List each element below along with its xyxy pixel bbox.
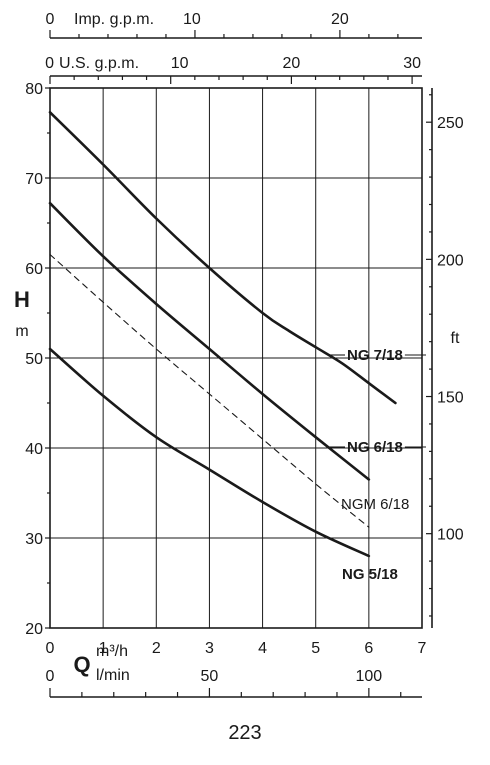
us-gpm-scale: U.S. g.p.m. 0 10 20 30 <box>45 55 422 84</box>
y-tick-label: 70 <box>25 171 43 188</box>
ft-tick-label: 100 <box>437 527 464 544</box>
us-gpm-tick-label: 10 <box>171 55 189 72</box>
y-axis-symbol: H <box>14 287 30 312</box>
y-right-axis-unit: ft <box>451 330 460 347</box>
chart-grid <box>50 88 422 628</box>
us-gpm-tick-label: 30 <box>403 55 421 72</box>
y-tick-label: 20 <box>25 621 43 638</box>
series-label-ngm-6-18: NGM 6/18 <box>341 496 409 513</box>
y-axis-unit: m <box>15 323 28 340</box>
imp-gpm-tick-label: 20 <box>331 11 349 28</box>
x-axis-unit-lmin: l/min <box>96 667 130 684</box>
imp-gpm-tick-label: 0 <box>46 11 55 28</box>
left-axis-ticks: 20 30 40 50 60 70 80 <box>25 81 50 638</box>
series-line-ngm-6-18 <box>49 253 370 528</box>
series-label-ng-6-18: NG 6/18 <box>347 439 403 456</box>
x-axis-symbol: Q <box>73 652 90 677</box>
x-axis-unit-m3h: m³/h <box>96 643 128 660</box>
y-tick-label: 50 <box>25 351 43 368</box>
m3h-axis-ticks: 0 1 2 3 4 5 6 7 <box>46 640 427 657</box>
imp-gpm-tick-label: 10 <box>183 11 201 28</box>
pump-curves <box>48 111 397 558</box>
series-line-ng-6-18 <box>48 201 371 481</box>
x-tick-label-lmin: 0 <box>46 668 55 685</box>
x-tick-label-m3h: 7 <box>418 640 427 657</box>
x-tick-label-m3h: 0 <box>46 640 55 657</box>
y-tick-label: 30 <box>25 531 43 548</box>
us-gpm-tick-label: 20 <box>283 55 301 72</box>
page-number: 223 <box>228 722 262 744</box>
imp-gpm-unit-label: Imp. g.p.m. <box>74 11 154 28</box>
x-tick-label-m3h: 3 <box>205 640 214 657</box>
series-label-ng-5-18: NG 5/18 <box>342 566 398 583</box>
right-axis-ticks: 100 150 200 250 <box>426 94 464 617</box>
x-tick-label-m3h: 4 <box>258 640 267 657</box>
x-tick-label-lmin: 100 <box>356 668 383 685</box>
curve-labels: NG 7/18 NG 6/18 NGM 6/18 NG 5/18 <box>329 347 426 583</box>
ft-tick-label: 200 <box>437 252 464 269</box>
x-tick-label-m3h: 2 <box>152 640 161 657</box>
series-label-ng-7-18: NG 7/18 <box>347 347 403 364</box>
x-tick-label-lmin: 50 <box>201 668 219 685</box>
x-tick-label-m3h: 1 <box>99 640 108 657</box>
lmin-axis-ticks: 0 50 100 <box>46 668 402 697</box>
y-tick-label: 60 <box>25 261 43 278</box>
y-tick-label: 40 <box>25 441 43 458</box>
x-tick-label-m3h: 5 <box>311 640 320 657</box>
x-tick-label-m3h: 6 <box>364 640 373 657</box>
us-gpm-unit-label: U.S. g.p.m. <box>59 55 139 72</box>
imp-gpm-scale: Imp. g.p.m. 0 10 20 <box>46 11 422 39</box>
series-line-ng-7-18 <box>48 111 397 405</box>
ft-tick-label: 150 <box>437 390 464 407</box>
y-tick-label: 80 <box>25 81 43 98</box>
us-gpm-tick-label: 0 <box>45 55 54 72</box>
ft-tick-label: 250 <box>437 115 464 132</box>
series-line-ng-5-18 <box>48 347 371 558</box>
